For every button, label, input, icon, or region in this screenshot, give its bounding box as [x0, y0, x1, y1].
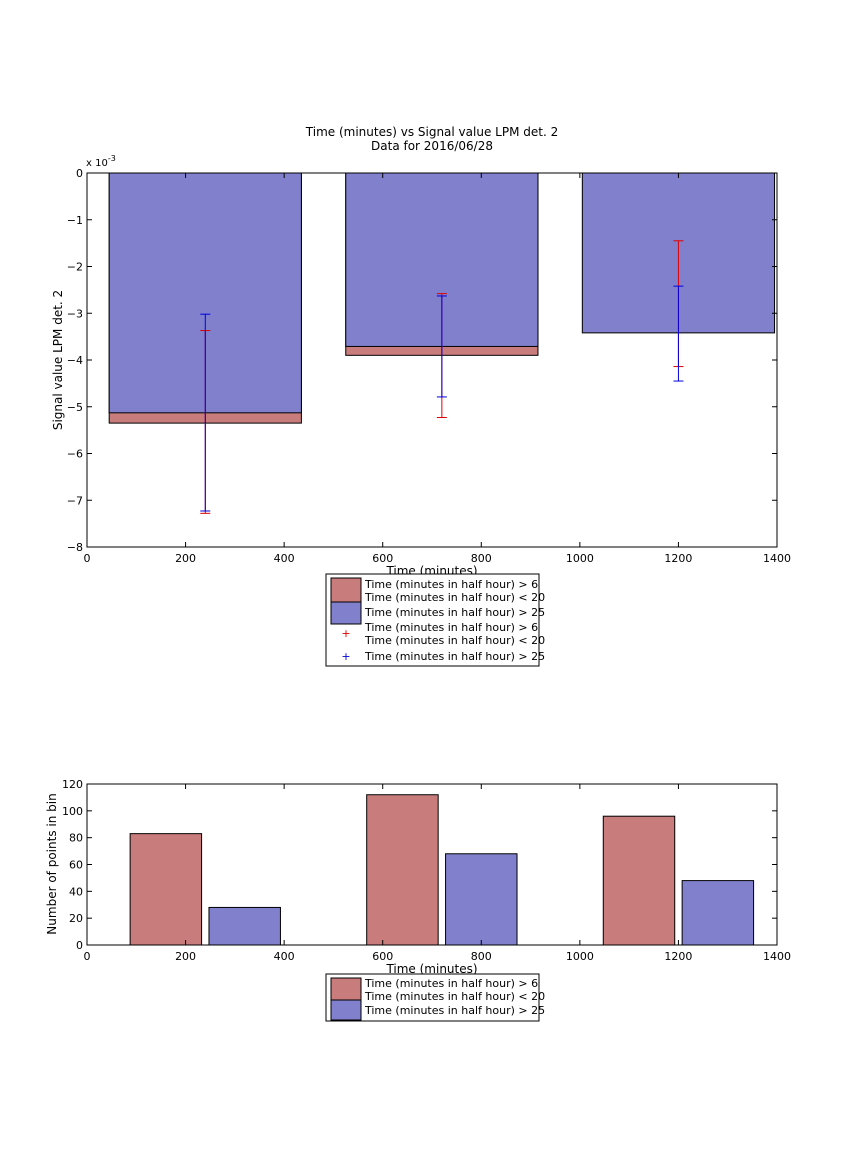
legend-label: Time (minutes in half hour) > 6: [364, 977, 538, 990]
legend-swatch-red: [330, 577, 362, 603]
signal-chart: Time (minutes) vs Signal value LPM det. …: [51, 125, 791, 667]
x-axis-label: Time (minutes): [385, 962, 477, 976]
x-tick-label: 600: [372, 950, 393, 963]
legend-swatch-blue: [330, 999, 362, 1021]
y-tick-label: 80: [69, 832, 83, 845]
y-tick-label: 0: [76, 939, 83, 952]
bar: [445, 853, 518, 946]
x-tick-label: 800: [471, 950, 492, 963]
chart-title: Time (minutes) vs Signal value LPM det. …: [305, 125, 558, 139]
legend-label: Time (minutes in half hour) > 25: [364, 606, 545, 619]
legend-label: Time (minutes in half hour) > 6: [364, 621, 538, 634]
legend: Time (minutes in half hour) > 6 Time (mi…: [325, 973, 545, 1022]
x-tick-label: 1400: [763, 950, 791, 963]
y-axis-label: Number of points in bin: [45, 793, 59, 934]
y-tick-label: 20: [69, 912, 83, 925]
y-tick-label: −7: [67, 494, 83, 507]
y-axis-label: Signal value LPM det. 2: [51, 290, 65, 430]
bars: [129, 794, 755, 946]
y-tick-label: −2: [67, 261, 83, 274]
y-tick-label: −5: [67, 401, 83, 414]
x-axis: 0 200 400 600 800 1000 1200 1400: [84, 784, 791, 963]
y-tick-label: −6: [67, 448, 83, 461]
y-tick-label: −4: [67, 354, 83, 367]
y-tick-label: −1: [67, 214, 83, 227]
x-tick-label: 200: [175, 552, 196, 565]
x-tick-label: 1000: [566, 950, 594, 963]
error-bars: [200, 240, 684, 514]
y-axis: 0 20 40 60 80 100 120: [62, 778, 777, 952]
bar: [208, 906, 281, 946]
legend-label: Time (minutes in half hour) < 20: [364, 634, 545, 647]
legend: Time (minutes in half hour) > 6 Time (mi…: [325, 573, 545, 667]
y-tick-label: −3: [67, 307, 83, 320]
x-tick-label: 200: [175, 950, 196, 963]
legend-marker-red: +: [341, 627, 350, 640]
bar: [366, 794, 439, 946]
x-axis: 0 200 400 600 800 1000 1200 1400: [84, 173, 791, 565]
bars: [108, 172, 776, 424]
y-tick-label: 120: [62, 778, 83, 791]
y-tick-label: 40: [69, 885, 83, 898]
x-tick-label: 1400: [763, 552, 791, 565]
chart-subtitle: Data for 2016/06/28: [371, 139, 493, 153]
x-tick-label: 1200: [664, 552, 692, 565]
y-tick-label: 0: [76, 167, 83, 180]
bar: [681, 880, 755, 946]
x-tick-label: 1000: [566, 552, 594, 565]
exponent-label: x 10-3: [86, 154, 116, 169]
legend-label: Time (minutes in half hour) < 20: [364, 591, 545, 604]
legend-label: Time (minutes in half hour) > 25: [364, 1004, 545, 1017]
legend-swatch-red: [330, 977, 362, 1001]
legend-label: Time (minutes in half hour) < 20: [364, 990, 545, 1003]
x-tick-label: 800: [471, 552, 492, 565]
count-chart: 0 200 400 600 800 1000 1200 1400 0 20 40 60 80 100 12…: [45, 778, 791, 1022]
x-tick-label: 400: [274, 950, 295, 963]
legend-label: Time (minutes in half hour) > 25: [364, 650, 545, 663]
y-axis: 0 −1 −2 −3 −4 −5 −6 −7 −8: [67, 167, 777, 554]
bar: [602, 815, 676, 946]
y-tick-label: −8: [67, 541, 83, 554]
legend-swatch-blue: [330, 601, 362, 625]
legend-marker-blue: +: [341, 650, 350, 663]
y-tick-label: 60: [69, 859, 83, 872]
x-tick-label: 1200: [664, 950, 692, 963]
x-tick-label: 600: [372, 552, 393, 565]
x-tick-label: 400: [274, 552, 295, 565]
y-tick-label: 100: [62, 805, 83, 818]
legend-label: Time (minutes in half hour) > 6: [364, 578, 538, 591]
x-tick-label: 0: [84, 552, 91, 565]
x-tick-label: 0: [84, 950, 91, 963]
bar: [129, 833, 203, 946]
